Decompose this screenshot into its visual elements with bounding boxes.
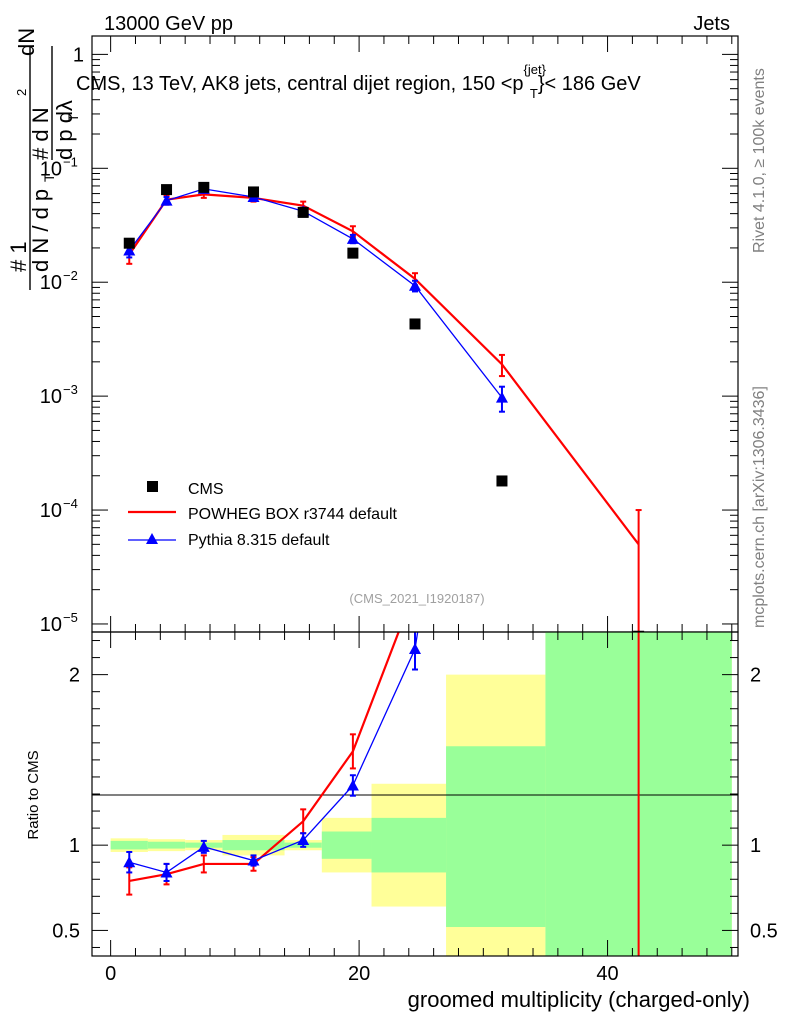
main-y-tick-label: 10 bbox=[40, 614, 62, 636]
ratio-band-green bbox=[371, 817, 447, 873]
x-tick-label: 40 bbox=[596, 963, 618, 985]
main-y-ticks: 110−110−210−310−410−5 bbox=[40, 44, 738, 636]
ratio-band-green bbox=[222, 840, 285, 851]
main-y-tick-exponent: −5 bbox=[63, 610, 78, 625]
main-y-axis-label: # 1 d N / d p T # d N 2 dN d p dλ T bbox=[6, 28, 81, 290]
main-y-tick-label: 10 bbox=[40, 386, 62, 408]
legend: CMS POWHEG BOX r3744 default Pythia 8.31… bbox=[128, 481, 398, 549]
pythia-ratio-point bbox=[160, 866, 173, 878]
legend-cms-marker bbox=[147, 481, 158, 492]
cms-point bbox=[297, 206, 309, 218]
title-part-1: CMS, 13 TeV, AK8 jets, central dijet reg… bbox=[76, 73, 524, 95]
title-part-2: }< 186 GeV bbox=[538, 73, 642, 95]
legend-cms-label: CMS bbox=[188, 481, 224, 498]
main-y-tick-exponent: −3 bbox=[63, 382, 78, 397]
ylabel-dpT-dlambda: d p dλ bbox=[52, 100, 77, 160]
title-superscript: {jet} bbox=[524, 62, 547, 77]
pythia-ratio-point bbox=[409, 643, 421, 655]
cms-point bbox=[248, 186, 259, 198]
ratio-band-green bbox=[110, 840, 148, 850]
legend-pythia-label: Pythia 8.315 default bbox=[188, 532, 330, 549]
x-ticks: 0 20 40 bbox=[105, 36, 733, 985]
main-y-tick-label: 10 bbox=[40, 272, 62, 294]
header-right: Jets bbox=[693, 13, 730, 35]
pythia-point bbox=[495, 391, 508, 403]
x-tick-label: 20 bbox=[348, 963, 370, 985]
ratio-band-green bbox=[321, 831, 372, 859]
mcplots-label: mcplots.cern.ch [arXiv:1306.3436] bbox=[751, 386, 768, 628]
title-subscript: T bbox=[530, 86, 538, 101]
ylabel-sq: 2 bbox=[14, 89, 29, 96]
ratio-y-tick-label-right: 0.5 bbox=[750, 920, 778, 942]
pythia-ratio-point bbox=[346, 779, 359, 791]
cms-point bbox=[633, 630, 645, 632]
main-y-tick-exponent: −1 bbox=[63, 154, 78, 169]
x-axis-label: groomed multiplicity (charged-only) bbox=[408, 987, 750, 1012]
pythia-ratio-line bbox=[129, 632, 419, 874]
ylabel-pt-sub-2: T bbox=[65, 113, 81, 122]
pythia-series-ratio bbox=[123, 632, 421, 882]
ylabel-denominator: d N / d p bbox=[28, 189, 53, 272]
rivet-version-label: Rivet 4.1.0, ≥ 100k events bbox=[751, 68, 768, 253]
ylabel-dN-top: dN bbox=[14, 28, 39, 56]
pythia-ratio-point bbox=[197, 840, 210, 852]
cms-data-series bbox=[123, 181, 645, 632]
cms-point bbox=[123, 237, 135, 249]
x-tick-label: 0 bbox=[105, 963, 116, 985]
powheg-series-main bbox=[126, 190, 642, 632]
ylabel-pt-sub: T bbox=[41, 173, 57, 182]
ylabel-dN: # d N bbox=[28, 107, 53, 160]
main-y-tick-label: 10 bbox=[40, 500, 62, 522]
pythia-ratio-point bbox=[123, 856, 136, 868]
analysis-watermark: (CMS_2021_I1920187) bbox=[349, 591, 484, 606]
cms-point bbox=[161, 184, 173, 196]
ratio-y-tick-label-right: 2 bbox=[750, 665, 761, 687]
pythia-ratio-point bbox=[247, 854, 260, 866]
ratio-y-axis-label: Ratio to CMS bbox=[25, 750, 42, 839]
ratio-band-green bbox=[147, 841, 186, 849]
pythia-point bbox=[409, 279, 421, 291]
legend-pythia-marker bbox=[146, 533, 158, 544]
ratio-y-tick-label: 1 bbox=[69, 835, 80, 857]
pythia-line bbox=[128, 188, 503, 399]
pythia-point bbox=[346, 232, 359, 244]
pythia-ratio-point bbox=[297, 834, 310, 846]
ylabel-numerator: # 1 bbox=[6, 241, 31, 272]
main-y-tick-label: 10 bbox=[40, 158, 62, 180]
pythia-point bbox=[123, 244, 136, 256]
cms-point bbox=[409, 318, 421, 330]
pythia-series-main bbox=[123, 182, 508, 413]
main-y-tick-label: 1 bbox=[73, 44, 84, 66]
ratio-y-tick-label-right: 1 bbox=[750, 835, 761, 857]
ratio-band-green bbox=[446, 746, 546, 928]
pythia-point bbox=[160, 194, 173, 206]
main-y-tick-exponent: −4 bbox=[63, 496, 78, 511]
ratio-y-ticks: 0.5 0.5 1 1 2 2 bbox=[52, 640, 778, 948]
main-y-tick-exponent: −2 bbox=[63, 268, 78, 283]
cms-point bbox=[347, 247, 359, 259]
main-title: CMS, 13 TeV, AK8 jets, central dijet reg… bbox=[76, 62, 641, 101]
legend-powheg-label: POWHEG BOX r3744 default bbox=[188, 506, 398, 523]
ratio-y-tick-label: 2 bbox=[69, 665, 80, 687]
header-left: 13000 GeV pp bbox=[104, 13, 233, 35]
ratio-y-tick-label: 0.5 bbox=[52, 920, 80, 942]
cms-point bbox=[198, 181, 210, 193]
cms-point bbox=[496, 475, 508, 487]
